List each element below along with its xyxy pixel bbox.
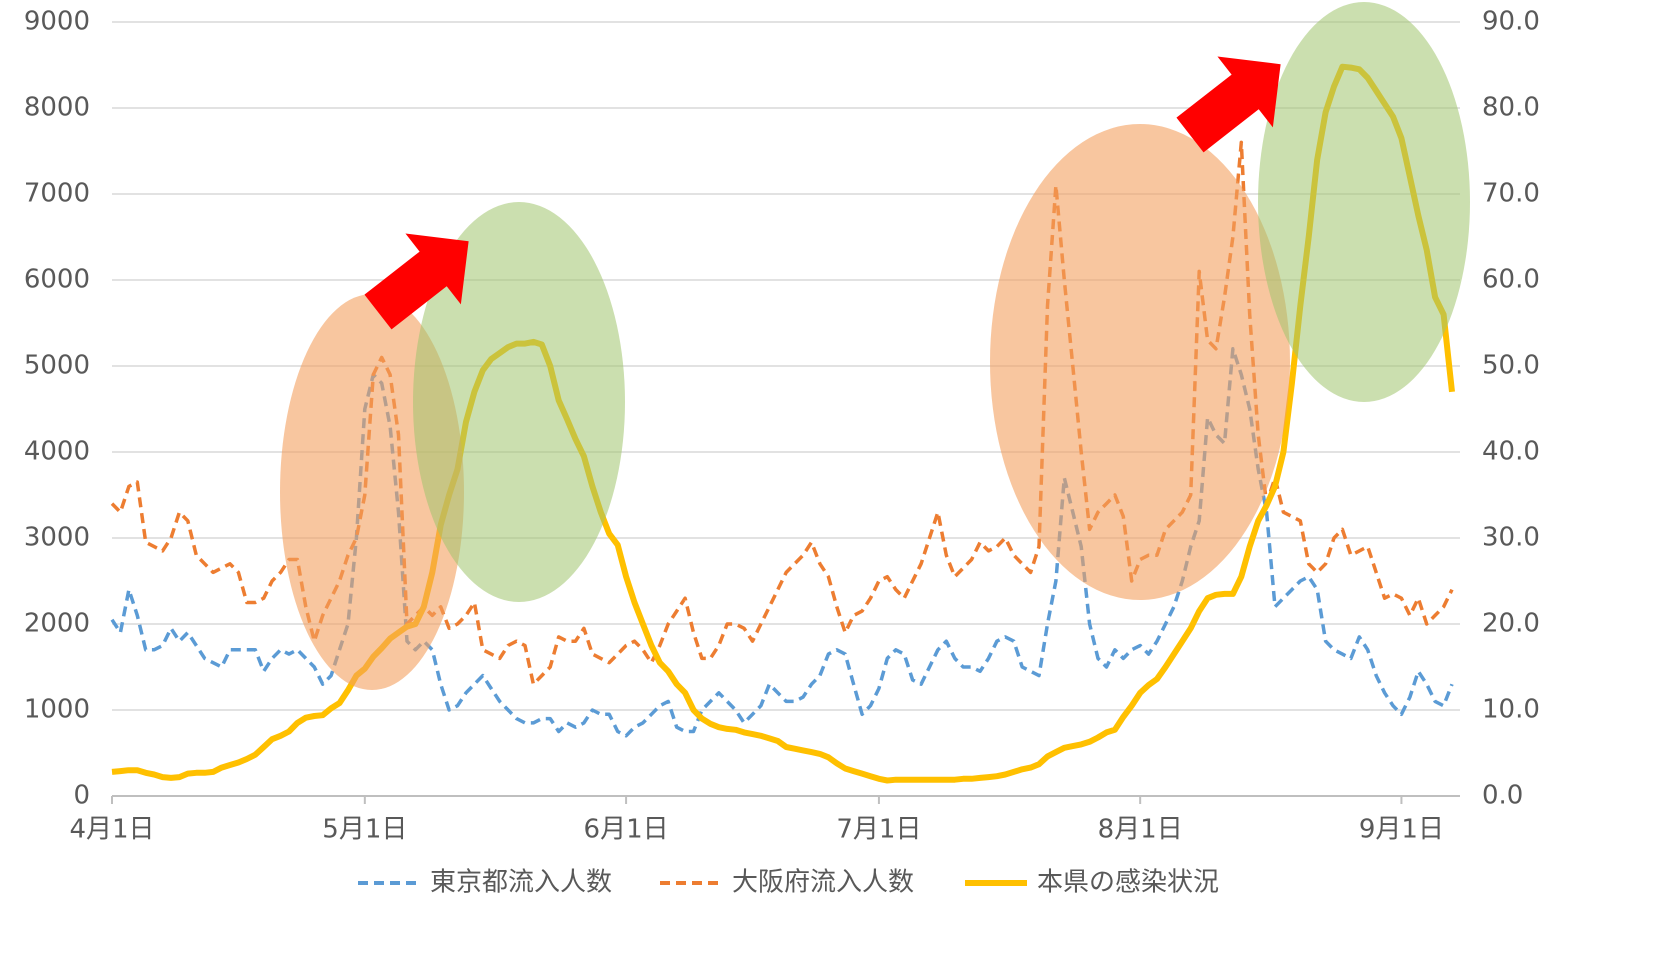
- x-tick-label: 8月1日: [1098, 815, 1183, 845]
- y2-tick-label: 60.0: [1482, 265, 1540, 295]
- legend-label: 本県の感染状況: [1037, 868, 1219, 898]
- x-tick-label: 9月1日: [1359, 815, 1444, 845]
- y2-tick-label: 0.0: [1482, 781, 1523, 811]
- arrow: [1176, 56, 1281, 153]
- y2-tick-label: 90.0: [1482, 7, 1540, 37]
- y2-tick-label: 30.0: [1482, 523, 1540, 553]
- y2-tick-label: 40.0: [1482, 437, 1540, 467]
- axes: 0 1000 2000 3000 4000 5000 6000 7000 8000 9000 0.0…: [24, 7, 1540, 898]
- annotations: [280, 2, 1470, 690]
- y-tick-label: 7000: [24, 179, 90, 209]
- y-tick-label: 3000: [24, 523, 90, 553]
- arrow: [364, 233, 469, 330]
- x-tick-label: 4月1日: [69, 815, 154, 845]
- y-tick-label: 1000: [24, 695, 90, 725]
- y-tick-label: 5000: [24, 351, 90, 381]
- x-tick-label: 7月1日: [836, 815, 921, 845]
- y-tick-label: 6000: [24, 265, 90, 295]
- y2-tick-label: 70.0: [1482, 179, 1540, 209]
- y-tick-label: 9000: [24, 7, 90, 37]
- highlight-ellipse: [413, 202, 625, 602]
- y2-tick-label: 50.0: [1482, 351, 1540, 381]
- highlight-ellipse: [990, 124, 1290, 600]
- y-tick-label: 0: [73, 781, 90, 811]
- legend-label: 大阪府流入人数: [732, 868, 914, 898]
- legend-label: 東京都流入人数: [430, 868, 612, 898]
- y2-tick-label: 20.0: [1482, 609, 1540, 639]
- series-line: [111, 63, 1455, 784]
- y2-tick-label: 80.0: [1482, 93, 1540, 123]
- highlight-ellipse: [1258, 2, 1470, 402]
- y-tick-label: 8000: [24, 93, 90, 123]
- y-tick-label: 4000: [24, 437, 90, 467]
- y-tick-label: 2000: [24, 609, 90, 639]
- y2-tick-label: 10.0: [1482, 695, 1540, 725]
- x-tick-label: 5月1日: [322, 815, 407, 845]
- x-tick-label: 6月1日: [584, 815, 669, 845]
